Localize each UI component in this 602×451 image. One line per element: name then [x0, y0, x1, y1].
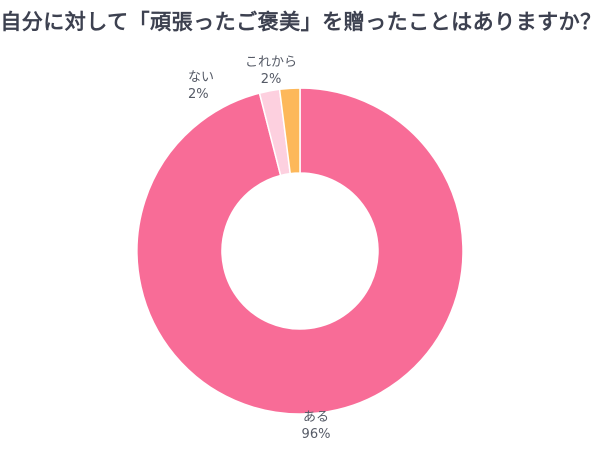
slice-0: [136, 87, 464, 415]
slice-2: [278, 87, 301, 175]
label-korekara: これから 2%: [236, 54, 306, 88]
label-nai-value: 2%: [188, 87, 209, 102]
label-aru-value: 96%: [301, 427, 331, 442]
label-nai-name: ない: [188, 70, 215, 85]
label-korekara-value: 2%: [260, 72, 282, 87]
label-aru: ある 96%: [296, 409, 336, 443]
chart-title: 自分に対して「頑張ったご褒美」を贈ったことはありますか？: [0, 10, 602, 34]
label-nai: ない 2%: [188, 69, 228, 103]
label-aru-name: ある: [302, 410, 329, 425]
label-korekara-name: これから: [244, 55, 297, 70]
